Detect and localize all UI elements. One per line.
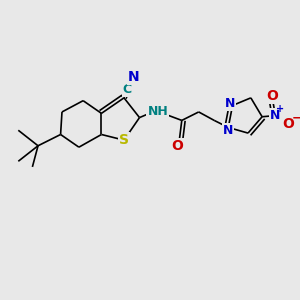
Text: −: − — [291, 112, 300, 125]
Text: O: O — [266, 89, 278, 103]
Text: N: N — [270, 109, 280, 122]
Text: N: N — [223, 124, 233, 137]
Text: N: N — [128, 70, 139, 84]
Text: C: C — [123, 83, 132, 96]
Text: NH: NH — [147, 105, 168, 119]
Text: +: + — [276, 104, 284, 114]
Text: O: O — [172, 139, 184, 153]
Text: N: N — [225, 97, 236, 110]
Text: O: O — [282, 117, 294, 131]
Text: S: S — [119, 133, 129, 147]
